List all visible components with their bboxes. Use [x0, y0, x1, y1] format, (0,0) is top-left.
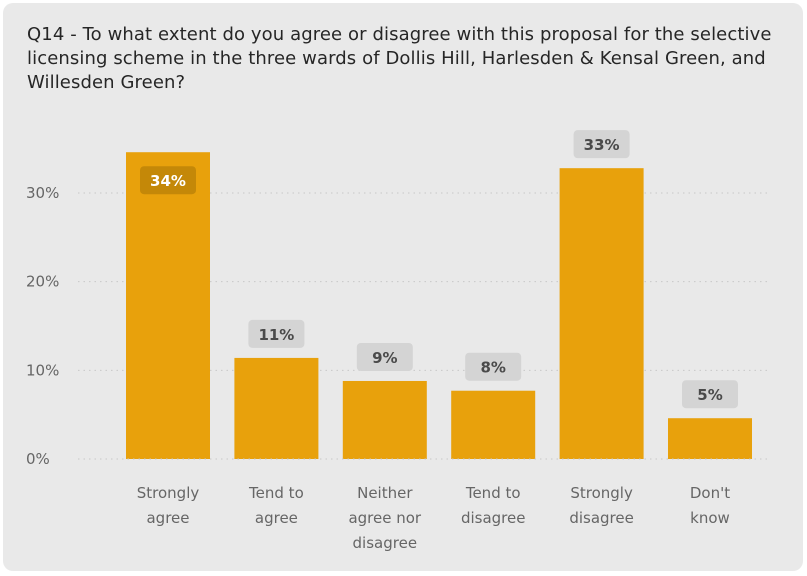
data-label: 5% — [697, 386, 722, 404]
category-label: Tend to agree — [248, 484, 304, 527]
category-label-line: agree — [146, 509, 189, 527]
category-label-line: Don't — [690, 484, 730, 502]
data-label: 11% — [258, 326, 294, 344]
category-label-line: disagree — [461, 509, 526, 527]
bar — [234, 357, 319, 459]
category-label-line: know — [690, 509, 730, 527]
category-label-line: Tend to — [465, 484, 521, 502]
category-label-line: Tend to — [248, 484, 304, 502]
bar — [451, 390, 536, 459]
category-label: Strongly disagree — [569, 484, 634, 527]
category-label-line: Strongly — [570, 484, 633, 502]
y-tick-label: 20% — [26, 273, 59, 291]
data-label-box — [248, 319, 305, 348]
category-label-line: Strongly — [137, 484, 200, 502]
category-label: Tend to disagree — [461, 484, 526, 527]
y-tick-label: 0% — [26, 450, 50, 468]
y-tick-label: 10% — [26, 361, 59, 379]
bar — [668, 418, 752, 459]
category-label-line: agree nor — [348, 509, 421, 527]
category-label: Don't know — [690, 484, 730, 527]
category-label: Neither agree nor disagree — [348, 484, 421, 552]
data-label: 33% — [584, 136, 620, 154]
data-label-box — [356, 342, 413, 371]
data-label: 34% — [150, 172, 186, 190]
y-tick-label: 30% — [26, 184, 59, 202]
category-label-line: disagree — [353, 534, 418, 552]
bar — [342, 380, 427, 459]
category-label-line: Neither — [357, 484, 413, 502]
data-label-box — [573, 130, 630, 159]
data-label-box — [140, 166, 196, 195]
bar — [559, 168, 644, 459]
chart-title: Q14 - To what extent do you agree or dis… — [27, 24, 772, 93]
data-label-box — [465, 352, 522, 381]
category-label-line: agree — [255, 509, 298, 527]
data-label: 9% — [372, 349, 397, 367]
category-label: Strongly agree — [137, 484, 200, 527]
data-label: 8% — [480, 359, 505, 377]
bar — [126, 152, 210, 460]
data-label-box — [682, 380, 738, 409]
category-label-line: disagree — [569, 509, 634, 527]
